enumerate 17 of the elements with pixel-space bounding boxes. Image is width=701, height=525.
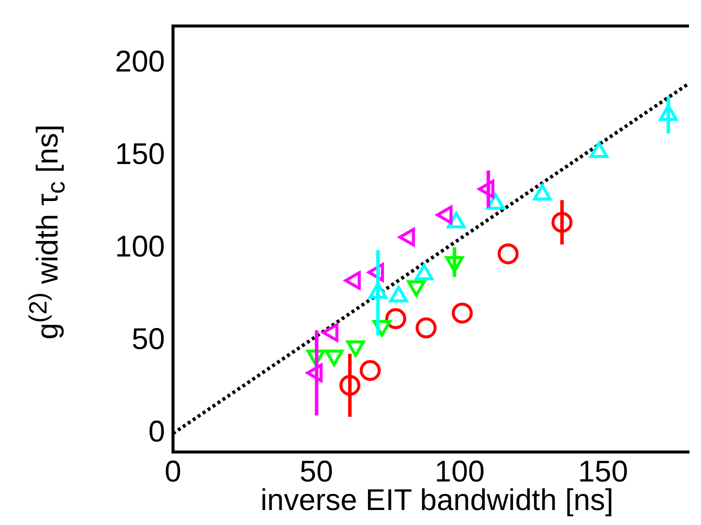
point [532,184,552,201]
point [552,212,573,233]
point [590,141,608,158]
point [398,228,415,246]
point [446,212,466,228]
y-tick-label: 150 [114,138,165,171]
point [344,271,361,290]
y-tick-label: 50 [132,323,165,356]
point [452,302,473,324]
y-tick-label: 200 [114,45,165,78]
point [659,104,678,121]
point [322,323,338,342]
point [498,243,519,264]
point [306,364,323,382]
y-tick-label: 100 [114,230,165,264]
y-tick-label: 0 [148,416,165,449]
point [416,317,437,338]
